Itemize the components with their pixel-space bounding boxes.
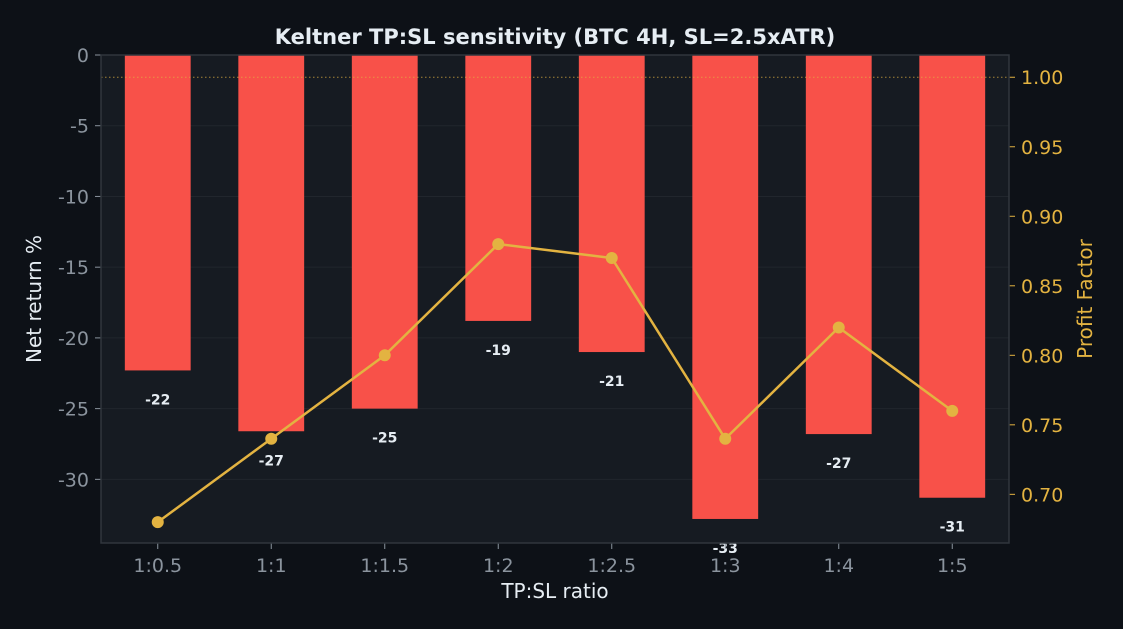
x-tick-label: 1:3 — [710, 555, 741, 577]
x-tick-label: 1:4 — [823, 555, 854, 577]
plot-frame — [100, 54, 1010, 544]
bar-value-label: -27 — [826, 456, 851, 472]
bar-value-label: -22 — [145, 392, 170, 408]
y2-tick-label: 0.80 — [1021, 345, 1063, 367]
bar-series — [124, 55, 986, 519]
y-tick-label: -30 — [58, 469, 89, 491]
right-axis-ticks: 0.70 0.75 0.80 0.85 0.90 0.95 1.00 — [1009, 67, 1063, 506]
bar-value-label: -27 — [259, 453, 284, 469]
y2-tick-label: 0.75 — [1021, 415, 1063, 437]
left-axis-ticks: 0 -5 -10 -15 -20 -25 -30 — [58, 45, 101, 491]
y-tick-label: -15 — [58, 257, 89, 279]
profit-factor-point — [946, 404, 959, 417]
bar-value-label: -31 — [940, 520, 965, 536]
x-axis-label: TP:SL ratio — [500, 579, 608, 603]
y2-tick-label: 1.00 — [1021, 67, 1063, 89]
x-tick-label: 1:1 — [256, 555, 287, 577]
profit-factor-point — [265, 432, 278, 445]
y-tick-label: -5 — [70, 116, 89, 138]
bar — [238, 55, 305, 432]
y-tick-label: 0 — [77, 45, 89, 67]
profit-factor-point — [605, 251, 618, 264]
profit-factor-point — [151, 516, 164, 529]
profit-factor-point — [378, 349, 391, 362]
profit-factor-point — [492, 238, 505, 251]
x-tick-label: 1:1.5 — [360, 555, 409, 577]
profit-factor-line — [157, 242, 953, 524]
bar — [578, 55, 645, 353]
bar-value-labels: -22-27-25-19-21-33-27-31 — [145, 343, 965, 557]
x-tick-label: 1:2 — [483, 555, 514, 577]
plot-area — [101, 55, 1009, 543]
bar-value-label: -19 — [486, 343, 511, 359]
x-tick-label: 1:2.5 — [587, 555, 636, 577]
y2-tick-label: 0.95 — [1021, 137, 1063, 159]
bar-value-label: -25 — [372, 431, 397, 447]
y2-axis-label: Profit Factor — [1073, 238, 1097, 359]
y2-tick-label: 0.70 — [1021, 484, 1063, 506]
x-tick-label: 1:0.5 — [133, 555, 182, 577]
bar-value-label: -21 — [599, 374, 624, 390]
bar — [465, 55, 532, 321]
x-axis-ticks: 1:0.5 1:1 1:1.5 1:2 1:2.5 1:3 1:4 1:5 — [133, 543, 968, 577]
y2-tick-label: 0.85 — [1021, 276, 1063, 298]
bar — [692, 55, 759, 519]
chart-title: Keltner TP:SL sensitivity (BTC 4H, SL=2.… — [275, 25, 835, 49]
profit-factor-point — [719, 432, 732, 445]
bar — [919, 55, 986, 498]
profit-factor-series — [151, 238, 959, 529]
y-tick-label: -20 — [58, 328, 89, 350]
bar — [805, 55, 872, 435]
profit-factor-point — [832, 321, 845, 334]
y-tick-label: -10 — [58, 186, 89, 208]
x-tick-label: 1:5 — [937, 555, 968, 577]
y2-tick-label: 0.90 — [1021, 206, 1063, 228]
y-tick-label: -25 — [58, 399, 89, 421]
y-axis-label: Net return % — [22, 235, 46, 363]
bar — [124, 55, 191, 371]
